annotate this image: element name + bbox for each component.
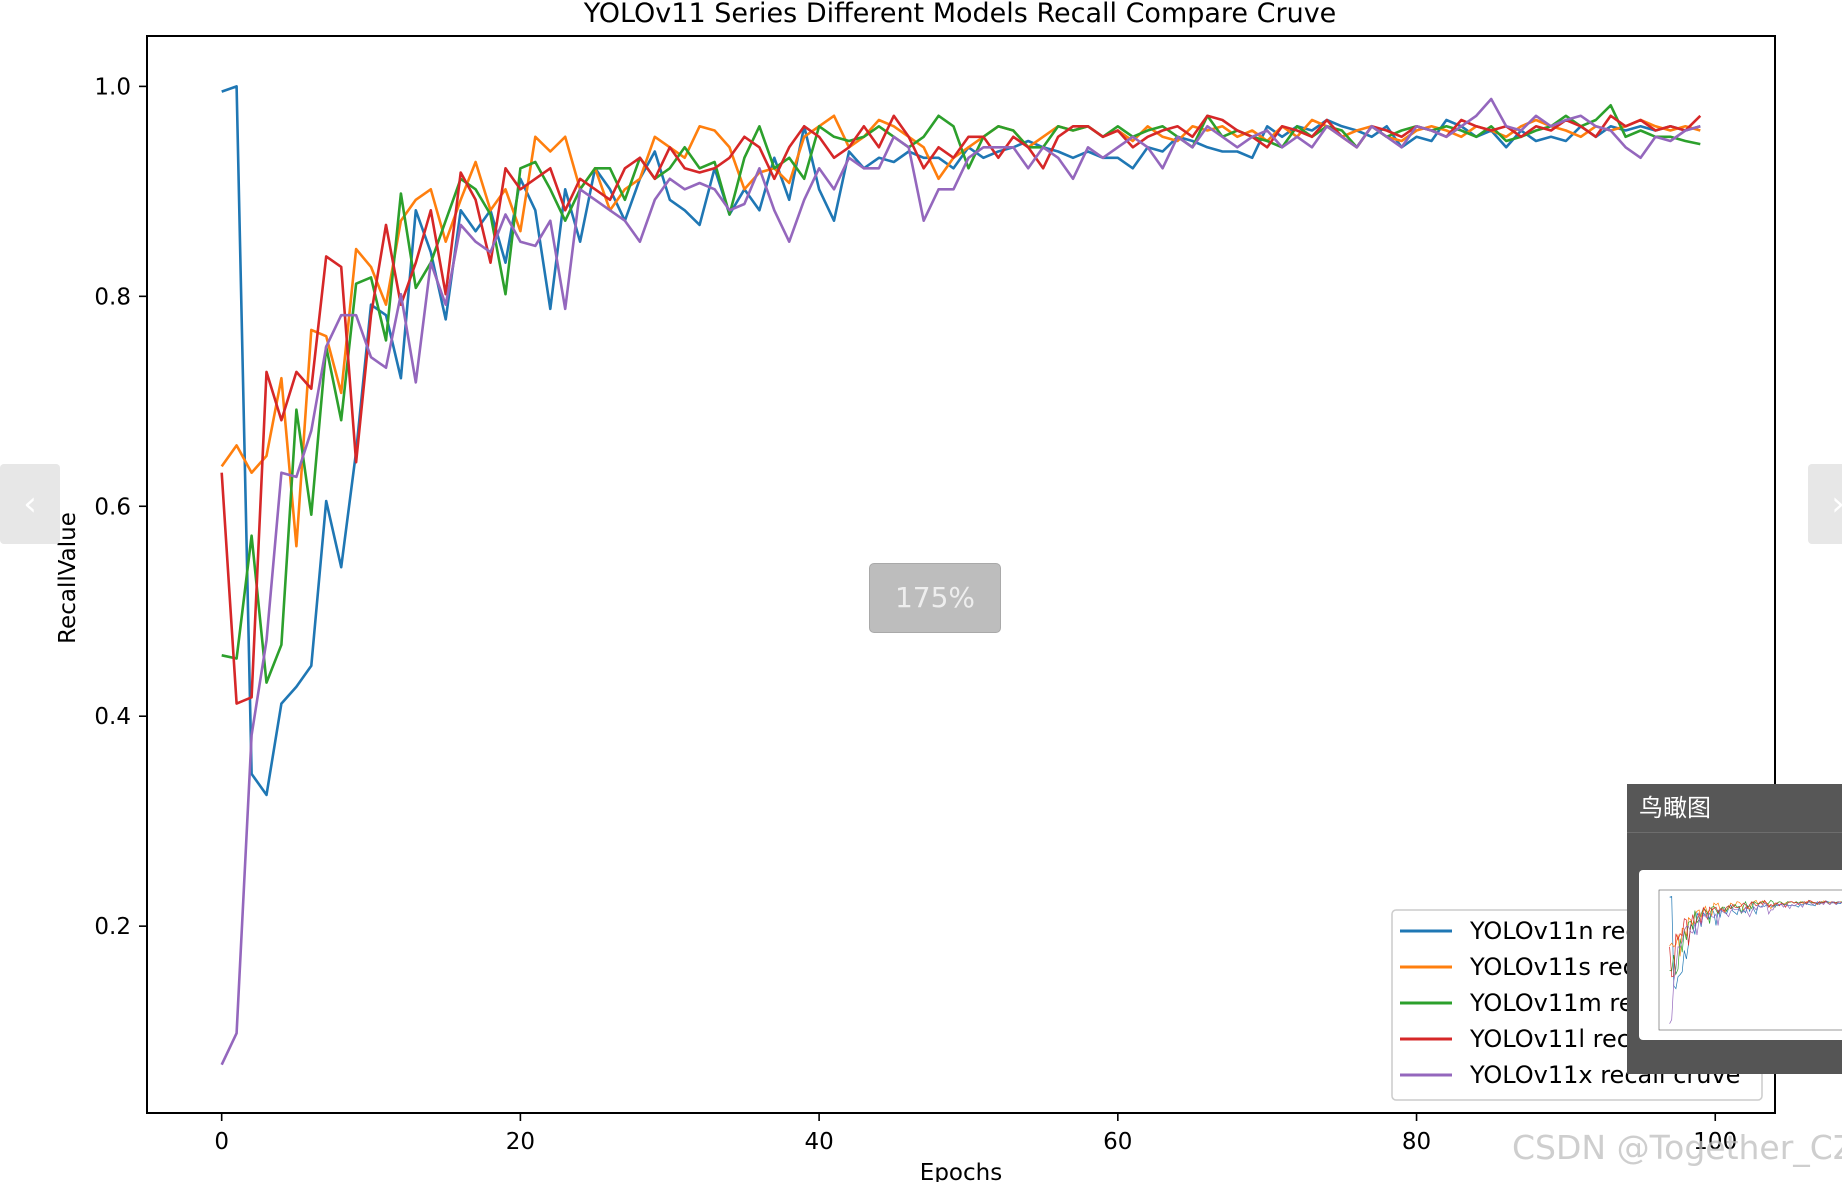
thumbnail-line-3 xyxy=(1669,899,1842,978)
x-tick-label: 40 xyxy=(804,1129,833,1155)
plot-frame xyxy=(146,35,1776,1114)
x-tick-label: 60 xyxy=(1103,1129,1132,1155)
y-tick-label: 0.2 xyxy=(94,914,131,940)
y-axis: 0.2 0.4 0.6 0.8 1.0 xyxy=(94,74,147,940)
thumbnail-frame xyxy=(1658,889,1842,1031)
series-line-3 xyxy=(220,114,1702,705)
x-axis: 0 20 40 60 80 100 xyxy=(214,1113,1737,1155)
previous-image-button[interactable]: ‹ xyxy=(0,464,60,544)
y-tick-label: 1.0 xyxy=(94,74,131,100)
thumbnail-line-0 xyxy=(1669,896,1842,990)
thumbnail-line-4 xyxy=(1669,901,1842,1024)
x-axis-label: Epochs xyxy=(920,1160,1002,1182)
x-tick-label: 0 xyxy=(214,1129,229,1155)
chevron-left-icon: ‹ xyxy=(23,484,37,524)
chevron-right-icon: › xyxy=(1831,484,1842,524)
x-tick-label: 100 xyxy=(1693,1129,1737,1155)
next-image-button[interactable]: › xyxy=(1808,464,1842,544)
overview-thumbnail[interactable] xyxy=(1639,870,1842,1040)
zoom-level-badge: 175% xyxy=(869,563,1001,633)
thumbnail-line-2 xyxy=(1669,899,1842,976)
x-tick-label: 80 xyxy=(1402,1129,1431,1155)
series-lines xyxy=(220,85,1702,1066)
y-tick-label: 0.8 xyxy=(94,284,131,310)
y-tick-label: 0.4 xyxy=(94,704,131,730)
chart-title: YOLOv11 Series Different Models Recall C… xyxy=(583,0,1337,29)
overview-title: 鸟瞰图 xyxy=(1627,784,1842,833)
overview-thumbnail-chart xyxy=(1658,889,1842,1031)
y-tick-label: 0.6 xyxy=(94,494,131,520)
series-line-4 xyxy=(220,97,1701,1066)
series-line-0 xyxy=(221,85,1701,797)
overview-panel[interactable]: 鸟瞰图 xyxy=(1627,784,1842,1074)
series-line-1 xyxy=(220,114,1701,548)
x-tick-label: 20 xyxy=(506,1129,535,1155)
watermark-text: CSDN @Together_CZ xyxy=(1512,1128,1842,1167)
